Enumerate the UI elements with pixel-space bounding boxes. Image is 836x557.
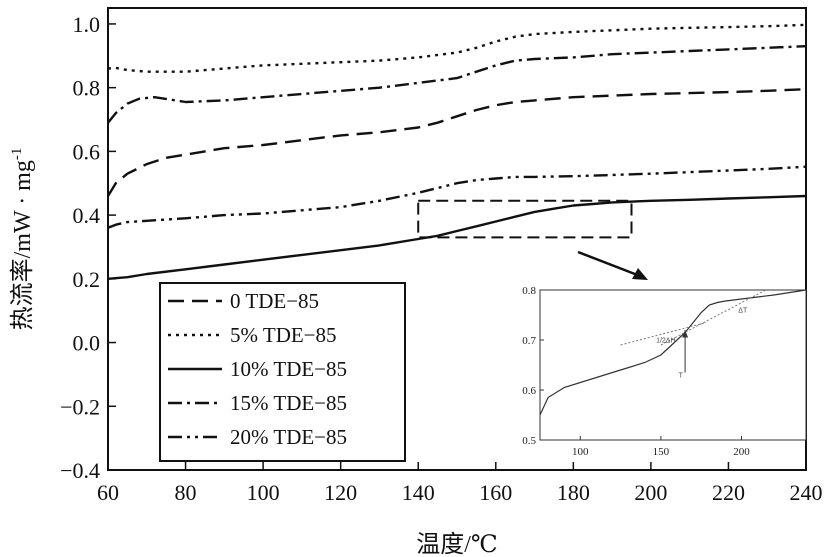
y-tick-label: 0.4 xyxy=(73,203,101,228)
y-tick-label: −0.4 xyxy=(60,458,100,483)
inset-frame xyxy=(539,289,807,441)
plot-frame xyxy=(107,7,807,471)
series-line-3 xyxy=(107,194,807,280)
x-tick-label: 160 xyxy=(479,480,512,505)
y-axis-title: 热流率/mW · mg-1 xyxy=(9,148,36,331)
x-tick-label: 100 xyxy=(247,480,280,505)
legend-label-3: 10% TDE−85 xyxy=(230,357,347,381)
x-tick-label: 200 xyxy=(634,480,667,505)
y-tick-label: 0.6 xyxy=(73,139,101,164)
series-line-5 xyxy=(107,165,807,229)
inset-y-tick-label: 0.8 xyxy=(522,285,536,297)
x-tick-label: 120 xyxy=(324,480,357,505)
legend-box xyxy=(159,282,406,462)
legend-label-2: 5% TDE−85 xyxy=(230,323,337,347)
y-tick-label: 0.2 xyxy=(73,267,101,292)
inset-annotation-t: T xyxy=(679,373,684,380)
series-line-4 xyxy=(107,45,807,124)
x-axis-title: 温度/℃ xyxy=(416,531,498,557)
legend-label-4: 15% TDE−85 xyxy=(230,391,347,415)
inset-annotation-half-dh: 1/2ΔH xyxy=(656,338,675,345)
legend-label-5: 20% TDE−85 xyxy=(230,425,347,449)
x-tick-label: 180 xyxy=(557,480,590,505)
series-line-1 xyxy=(106,88,807,197)
y-tick-label: 1.0 xyxy=(73,12,101,37)
inset-x-tick-label: 150 xyxy=(653,446,670,458)
x-tick-label: 60 xyxy=(97,480,119,505)
x-tick-label: 240 xyxy=(790,480,823,505)
legend-label-1: 0 TDE−85 xyxy=(230,289,319,313)
y-tick-label: 0.0 xyxy=(73,331,101,356)
zoom-arrow-head xyxy=(632,268,648,280)
inset-tangent-lower xyxy=(620,322,707,346)
x-tick-label: 220 xyxy=(712,480,745,505)
inset-y-tick-label: 0.6 xyxy=(522,385,536,397)
inset-y-tick-label: 0.5 xyxy=(522,435,536,447)
y-tick-label: −0.2 xyxy=(60,394,100,419)
inset-tg-arrow xyxy=(682,330,689,338)
zoom-arrow-line xyxy=(577,250,641,278)
y-axis-title-superscript: -1 xyxy=(9,148,25,161)
inset-annotation-dt: ΔT xyxy=(738,308,748,315)
series-line-2 xyxy=(107,23,807,73)
inset-y-tick-label: 0.7 xyxy=(522,335,536,347)
inset-x-tick-label: 100 xyxy=(572,446,589,458)
inset-x-tick-label: 200 xyxy=(733,446,750,458)
y-tick-label: 0.8 xyxy=(73,76,101,101)
x-tick-label: 140 xyxy=(402,480,435,505)
x-tick-label: 80 xyxy=(175,480,197,505)
